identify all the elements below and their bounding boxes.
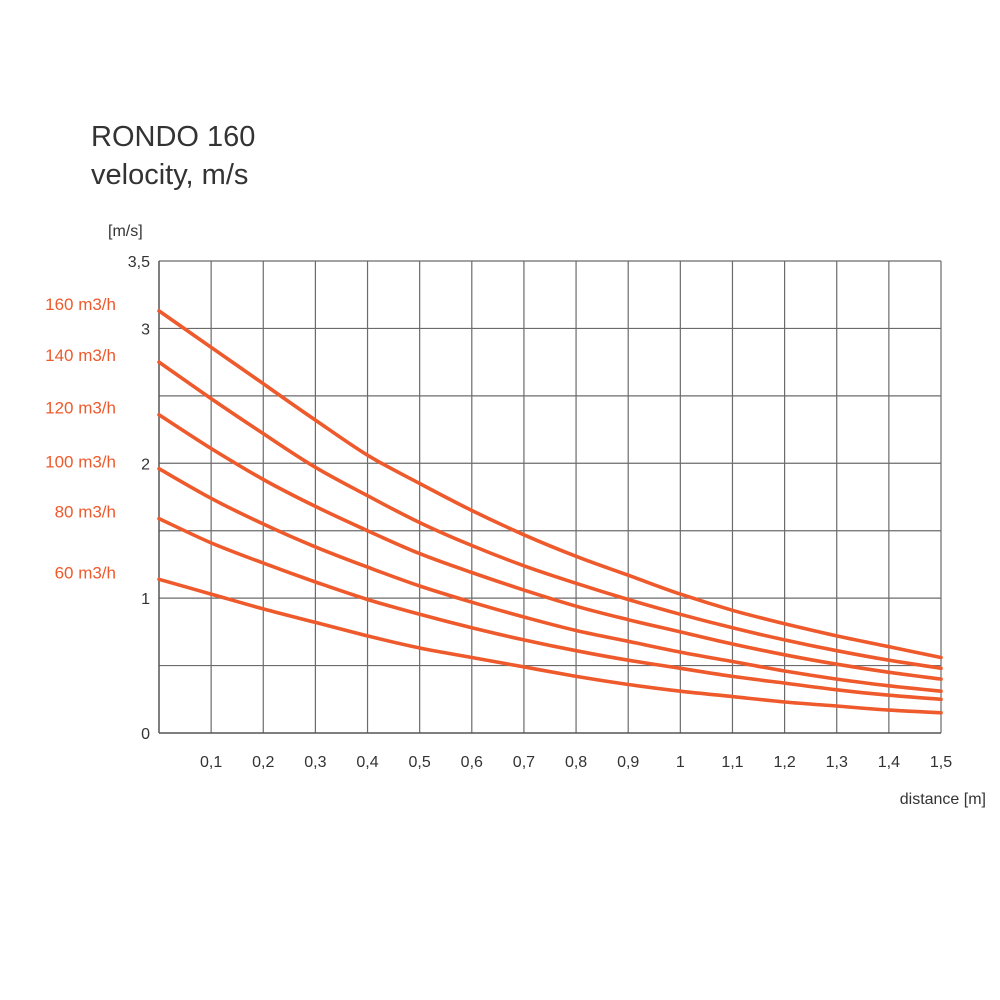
series-label: 140 m3/h <box>45 346 116 365</box>
series-line-140-m3-h <box>157 360 943 671</box>
y-tick-label: 2 <box>141 456 150 473</box>
y-tick-labels: 0 1 2 3 3,5 <box>128 254 150 743</box>
series-line-60-m3-h <box>157 577 943 715</box>
x-tick-label: 0,4 <box>356 754 378 771</box>
x-tick-label: 0,2 <box>252 754 274 771</box>
y-tick-label: 3,5 <box>128 254 150 271</box>
x-tick-label: 1,5 <box>930 754 952 771</box>
y-tick-label: 0 <box>141 726 150 743</box>
x-tick-label: 0,9 <box>617 754 639 771</box>
series-label: 60 m3/h <box>55 563 116 582</box>
series-line-120-m3-h <box>157 412 943 681</box>
x-tick-label: 0,3 <box>304 754 326 771</box>
series-label: 100 m3/h <box>45 453 116 472</box>
title-block: RONDO 160 velocity, m/s <box>91 118 255 194</box>
series-label: 120 m3/h <box>45 399 116 418</box>
chart-series <box>157 309 943 715</box>
y-axis-unit-label: [m/s] <box>108 223 143 240</box>
chart-subtitle: velocity, m/s <box>91 159 249 191</box>
series-line-100-m3-h <box>157 466 943 693</box>
chart-title: RONDO 160 <box>91 121 256 153</box>
series-line-160-m3-h <box>157 309 943 660</box>
x-tick-label: 1,3 <box>826 754 848 771</box>
x-tick-label: 1 <box>676 754 685 771</box>
series-label: 80 m3/h <box>55 503 116 522</box>
x-tick-label: 1,2 <box>773 754 795 771</box>
y-tick-label: 1 <box>141 591 150 608</box>
x-tick-label: 1,4 <box>878 754 900 771</box>
x-axis-label: distance [m] <box>900 791 986 808</box>
chart-grid <box>158 260 942 734</box>
y-tick-label: 3 <box>141 321 150 338</box>
x-tick-label: 0,8 <box>565 754 587 771</box>
x-tick-labels: 0,1 0,2 0,3 0,4 0,5 0,6 0,7 0,8 0,9 1 1,1 1,2 1,3 1,4… <box>200 754 952 771</box>
x-tick-label: 0,6 <box>461 754 483 771</box>
x-tick-label: 0,7 <box>513 754 535 771</box>
x-tick-label: 0,1 <box>200 754 222 771</box>
x-tick-label: 0,5 <box>409 754 431 771</box>
x-tick-label: 1,1 <box>721 754 743 771</box>
series-labels: 160 m3/h 140 m3/h 120 m3/h 100 m3/h 80 m3/h 6… <box>45 295 116 582</box>
series-label: 160 m3/h <box>45 295 116 314</box>
series-line-80-m3-h <box>157 516 943 702</box>
